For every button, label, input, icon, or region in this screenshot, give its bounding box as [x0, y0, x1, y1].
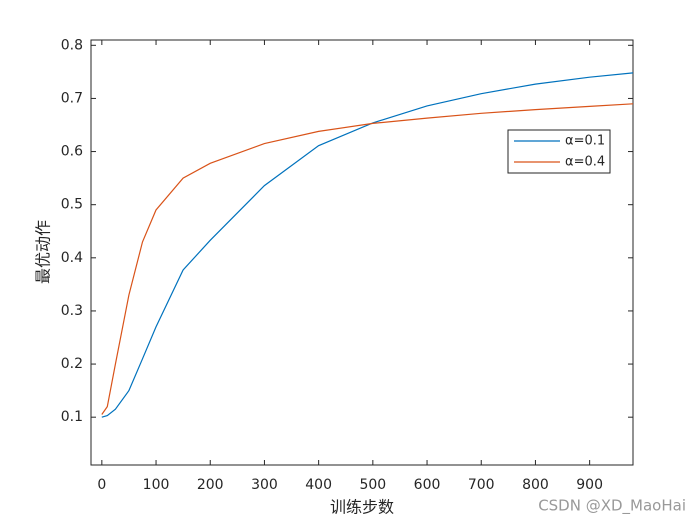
y-tick-label: 0.6 — [61, 144, 83, 160]
data-line — [101, 103, 634, 415]
x-tick-label: 800 — [522, 477, 549, 493]
y-tick-label: 0.2 — [61, 356, 83, 372]
data-line — [101, 72, 634, 418]
x-tick-label: 400 — [305, 477, 332, 493]
y-tick-label: 0.7 — [61, 90, 83, 106]
y-tick-label: 0.5 — [61, 197, 83, 213]
x-tick-label: 600 — [414, 477, 441, 493]
legend-label: α=0.1 — [565, 134, 605, 149]
y-axis-label: 最优动作 — [34, 220, 53, 284]
watermark: CSDN @XD_MaoHai — [538, 497, 686, 516]
y-tick-label: 0.3 — [61, 303, 83, 319]
plot-frame — [90, 39, 634, 466]
y-tick-label: 0.1 — [61, 409, 83, 425]
legend-label: α=0.4 — [565, 155, 605, 170]
x-tick-label: 700 — [468, 477, 495, 493]
x-tick-label: 900 — [576, 477, 603, 493]
x-axis-label: 训练步数 — [330, 498, 394, 517]
x-tick-label: 200 — [197, 477, 224, 493]
x-tick-label: 0 — [97, 477, 106, 493]
y-tick-label: 0.4 — [61, 250, 83, 266]
legend-box — [507, 129, 611, 174]
y-tick-label: 0.8 — [61, 37, 83, 53]
x-tick-label: 100 — [143, 477, 170, 493]
x-tick-label: 300 — [251, 477, 278, 493]
x-tick-label: 500 — [359, 477, 386, 493]
